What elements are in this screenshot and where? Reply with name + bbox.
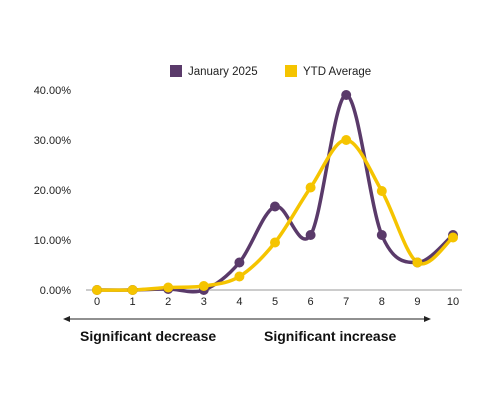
- x-tick-label: 8: [379, 296, 385, 308]
- arrow-left-head: [63, 316, 70, 322]
- legend-swatch-ytd-average: [285, 65, 297, 77]
- data-point-ytd-average: [305, 182, 316, 193]
- x-tick-label: 7: [343, 296, 349, 308]
- data-point-ytd-average: [341, 135, 352, 145]
- y-tick-label: 10.00%: [34, 235, 72, 247]
- annotation-significant-increase: Significant increase: [264, 328, 396, 344]
- y-tick-label: 40.00%: [34, 85, 72, 97]
- x-axis: 0 1 2 3 4 5 6 7 8 9 10: [94, 296, 459, 308]
- data-point-ytd-average: [92, 285, 102, 295]
- data-point-january-2025: [305, 230, 316, 240]
- data-point-ytd-average: [376, 186, 387, 196]
- arrow-right-head: [424, 316, 431, 322]
- series-points: [92, 90, 458, 295]
- data-point-ytd-average: [412, 257, 423, 268]
- series-line-january-2025: [95, 93, 455, 294]
- x-tick-label: 2: [165, 296, 171, 308]
- x-tick-label: 10: [447, 296, 459, 308]
- data-point-ytd-average: [127, 285, 138, 295]
- data-point-january-2025: [376, 230, 387, 240]
- data-point-ytd-average: [198, 281, 209, 291]
- y-tick-label: 0.00%: [40, 285, 71, 297]
- direction-annotation: Significant decrease Significant increas…: [63, 316, 431, 344]
- x-tick-label: 0: [94, 296, 100, 308]
- annotation-significant-decrease: Significant decrease: [80, 328, 216, 344]
- x-tick-label: 5: [272, 296, 278, 308]
- legend: January 2025 YTD Average: [170, 65, 371, 78]
- data-point-january-2025: [341, 90, 352, 100]
- x-tick-label: 4: [236, 296, 242, 308]
- data-point-ytd-average: [270, 237, 280, 248]
- y-tick-label: 30.00%: [34, 135, 72, 147]
- x-tick-label: 6: [308, 296, 314, 308]
- legend-label-ytd-average: YTD Average: [303, 66, 371, 78]
- y-tick-label: 20.00%: [34, 185, 72, 197]
- data-point-ytd-average: [163, 282, 174, 293]
- x-tick-label: 9: [414, 296, 420, 308]
- x-tick-label: 1: [130, 296, 136, 308]
- data-point-ytd-average: [448, 232, 458, 243]
- series-line-ytd-average: [95, 138, 455, 292]
- data-point-january-2025: [234, 257, 245, 268]
- legend-swatch-january-2025: [170, 65, 182, 77]
- series-lines: [95, 93, 455, 294]
- legend-label-january-2025: January 2025: [188, 66, 258, 78]
- x-tick-label: 3: [201, 296, 207, 308]
- data-point-january-2025: [270, 201, 280, 212]
- data-point-ytd-average: [234, 271, 245, 282]
- y-axis: 0.00% 10.00% 20.00% 30.00% 40.00%: [34, 85, 72, 297]
